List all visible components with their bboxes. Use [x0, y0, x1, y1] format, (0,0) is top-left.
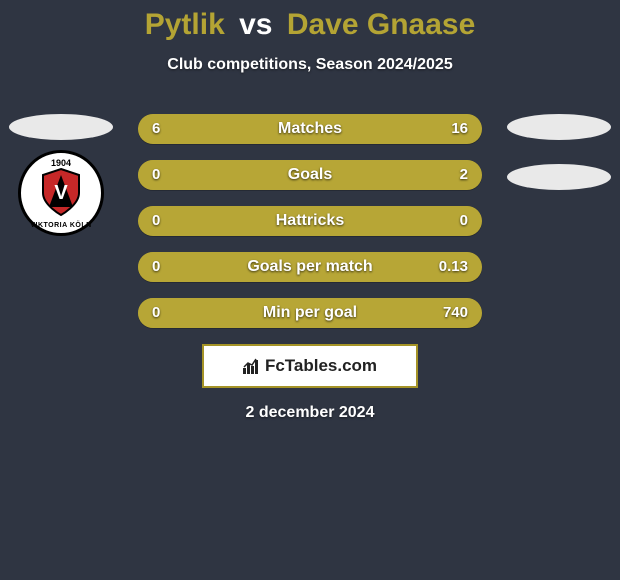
- right-side-column: [504, 114, 614, 190]
- page-title: Pytlik vs Dave Gnaase: [0, 0, 620, 42]
- bar-value-left: 0: [152, 298, 160, 328]
- bar-chart-icon: [243, 358, 261, 374]
- bar-row: Min per goal0 740: [138, 298, 482, 328]
- content-area: 1904 V VIKTORIA KÖLN Matches616Goals02Ha…: [0, 114, 620, 422]
- page-root: Pytlik vs Dave Gnaase Club competitions,…: [0, 0, 620, 580]
- right-oval-2: [507, 164, 611, 190]
- comparison-bars: Matches616Goals02Hattricks00Goals per ma…: [138, 114, 482, 328]
- crest-ring-text: VIKTORIA KÖLN: [21, 222, 101, 229]
- title-player1: Pytlik: [145, 8, 225, 41]
- bar-label: Goals: [138, 160, 482, 190]
- club-crest: 1904 V VIKTORIA KÖLN: [18, 150, 104, 236]
- bar-value-right: 16: [451, 114, 468, 144]
- bar-label: Hattricks: [138, 206, 482, 236]
- bar-value-left: 0: [152, 160, 160, 190]
- bar-value-left: 0: [152, 206, 160, 236]
- bar-label: Goals per match: [138, 252, 482, 282]
- shield-icon: V: [39, 167, 83, 217]
- bar-value-right: 740: [443, 298, 468, 328]
- title-player2: Dave Gnaase: [287, 8, 475, 41]
- svg-text:V: V: [54, 182, 68, 204]
- bar-value-right: 0.13: [439, 252, 468, 282]
- bar-row: Goals per match0 0.13: [138, 252, 482, 282]
- bar-row: Hattricks0 0: [138, 206, 482, 236]
- bar-value-right: 0: [460, 206, 468, 236]
- bar-row: Goals0 2: [138, 160, 482, 190]
- subtitle: Club competitions, Season 2024/2025: [0, 56, 620, 74]
- left-oval-1: [9, 114, 113, 140]
- bar-label: Min per goal: [138, 298, 482, 328]
- left-side-column: 1904 V VIKTORIA KÖLN: [6, 114, 116, 236]
- bar-value-right: 2: [460, 160, 468, 190]
- bar-row: Matches6 16: [138, 114, 482, 144]
- brand-text: FcTables.com: [265, 356, 377, 375]
- title-vs: vs: [239, 8, 272, 41]
- bar-value-left: 6: [152, 114, 160, 144]
- bar-label: Matches: [138, 114, 482, 144]
- bar-value-left: 0: [152, 252, 160, 282]
- brand-box: FcTables.com: [202, 344, 418, 388]
- right-oval-1: [507, 114, 611, 140]
- date-text: 2 december 2024: [0, 404, 620, 422]
